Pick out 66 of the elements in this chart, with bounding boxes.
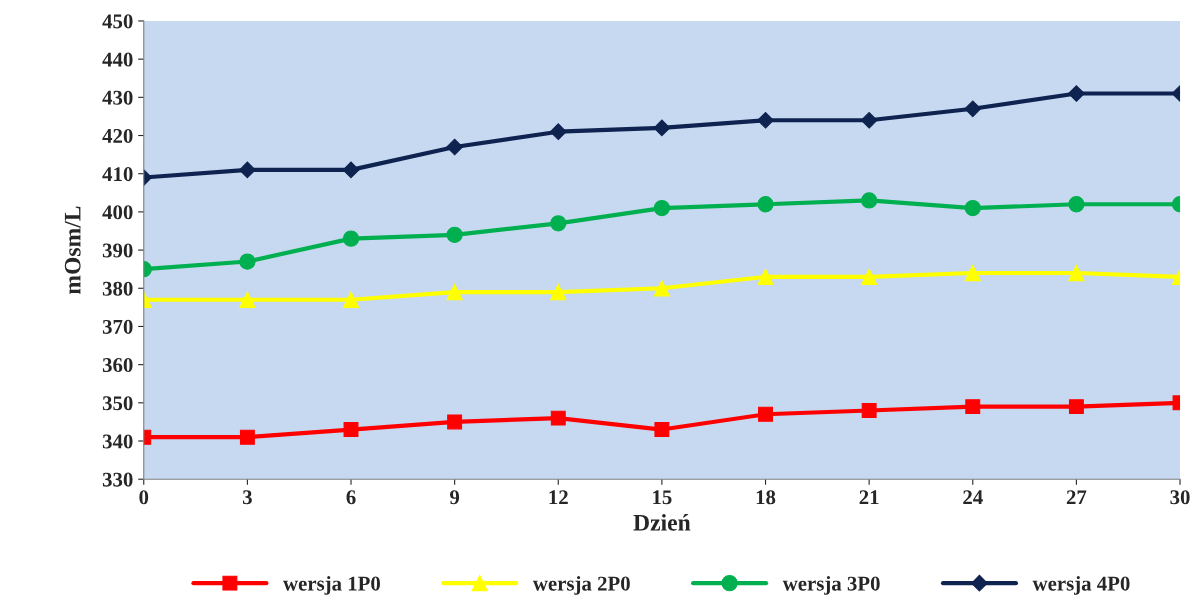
point	[964, 199, 981, 217]
y-axis-title: mOsm/L	[64, 206, 81, 295]
y-tick-label: 380	[102, 281, 133, 296]
point	[757, 111, 774, 129]
x-tick-label: 3	[242, 490, 252, 505]
x-tick-label: 30	[1170, 490, 1190, 505]
x-tick-label: 15	[653, 490, 672, 505]
point	[1068, 399, 1084, 415]
point	[653, 119, 671, 137]
y-tick-label: 440	[102, 52, 133, 67]
x-tick-label: 0	[139, 490, 149, 505]
point	[860, 192, 878, 209]
point	[343, 422, 359, 438]
x-tick-label: 21	[859, 490, 879, 505]
point	[861, 403, 877, 418]
point	[965, 399, 981, 415]
y-tick-label: 360	[102, 358, 133, 373]
x-tick-label: 12	[549, 490, 568, 505]
point	[239, 291, 256, 308]
y-tick-label: 400	[102, 205, 133, 220]
point	[342, 230, 360, 247]
y-tick-label: 410	[102, 167, 133, 182]
point	[964, 100, 982, 118]
x-tick-label: 24	[963, 490, 983, 505]
y-tick-label: 390	[102, 243, 133, 258]
x-tick-label: 6	[346, 490, 356, 505]
y-tick-label: 330	[102, 472, 133, 487]
y-tick-label: 420	[102, 128, 133, 143]
legend-label: wersja 2P0	[532, 575, 630, 595]
x-tick-label: 9	[450, 490, 460, 505]
point	[653, 199, 671, 217]
point	[860, 111, 878, 129]
point	[758, 406, 773, 422]
x-tick-label: 18	[756, 490, 776, 505]
point	[239, 429, 255, 445]
point	[550, 410, 566, 426]
point	[446, 283, 463, 301]
point	[653, 280, 671, 297]
point	[757, 196, 774, 213]
point	[446, 138, 464, 156]
point	[239, 253, 256, 270]
point	[1068, 85, 1085, 102]
x-tick-label: 27	[1066, 490, 1087, 505]
y-tick-label: 430	[102, 90, 133, 105]
point	[342, 161, 360, 179]
point	[550, 215, 567, 232]
point	[1068, 264, 1085, 282]
legend-label: wersja 1P0	[283, 575, 380, 595]
point	[549, 123, 567, 141]
y-tick-label: 350	[102, 396, 133, 411]
y-tick-label: 450	[102, 14, 133, 29]
legend-label: wersja 3P0	[782, 575, 880, 595]
legend-label: wersja 4P0	[1032, 575, 1130, 595]
point	[342, 291, 360, 308]
y-tick-label: 370	[102, 319, 133, 334]
point	[239, 161, 256, 179]
point	[446, 226, 463, 243]
point	[550, 283, 567, 301]
x-axis-title: Dzień	[633, 514, 691, 531]
y-tick-label: 340	[102, 434, 133, 449]
point	[757, 268, 774, 285]
point	[447, 414, 463, 430]
point	[964, 264, 981, 282]
point	[654, 422, 670, 438]
point	[860, 268, 878, 285]
point	[1068, 196, 1085, 213]
